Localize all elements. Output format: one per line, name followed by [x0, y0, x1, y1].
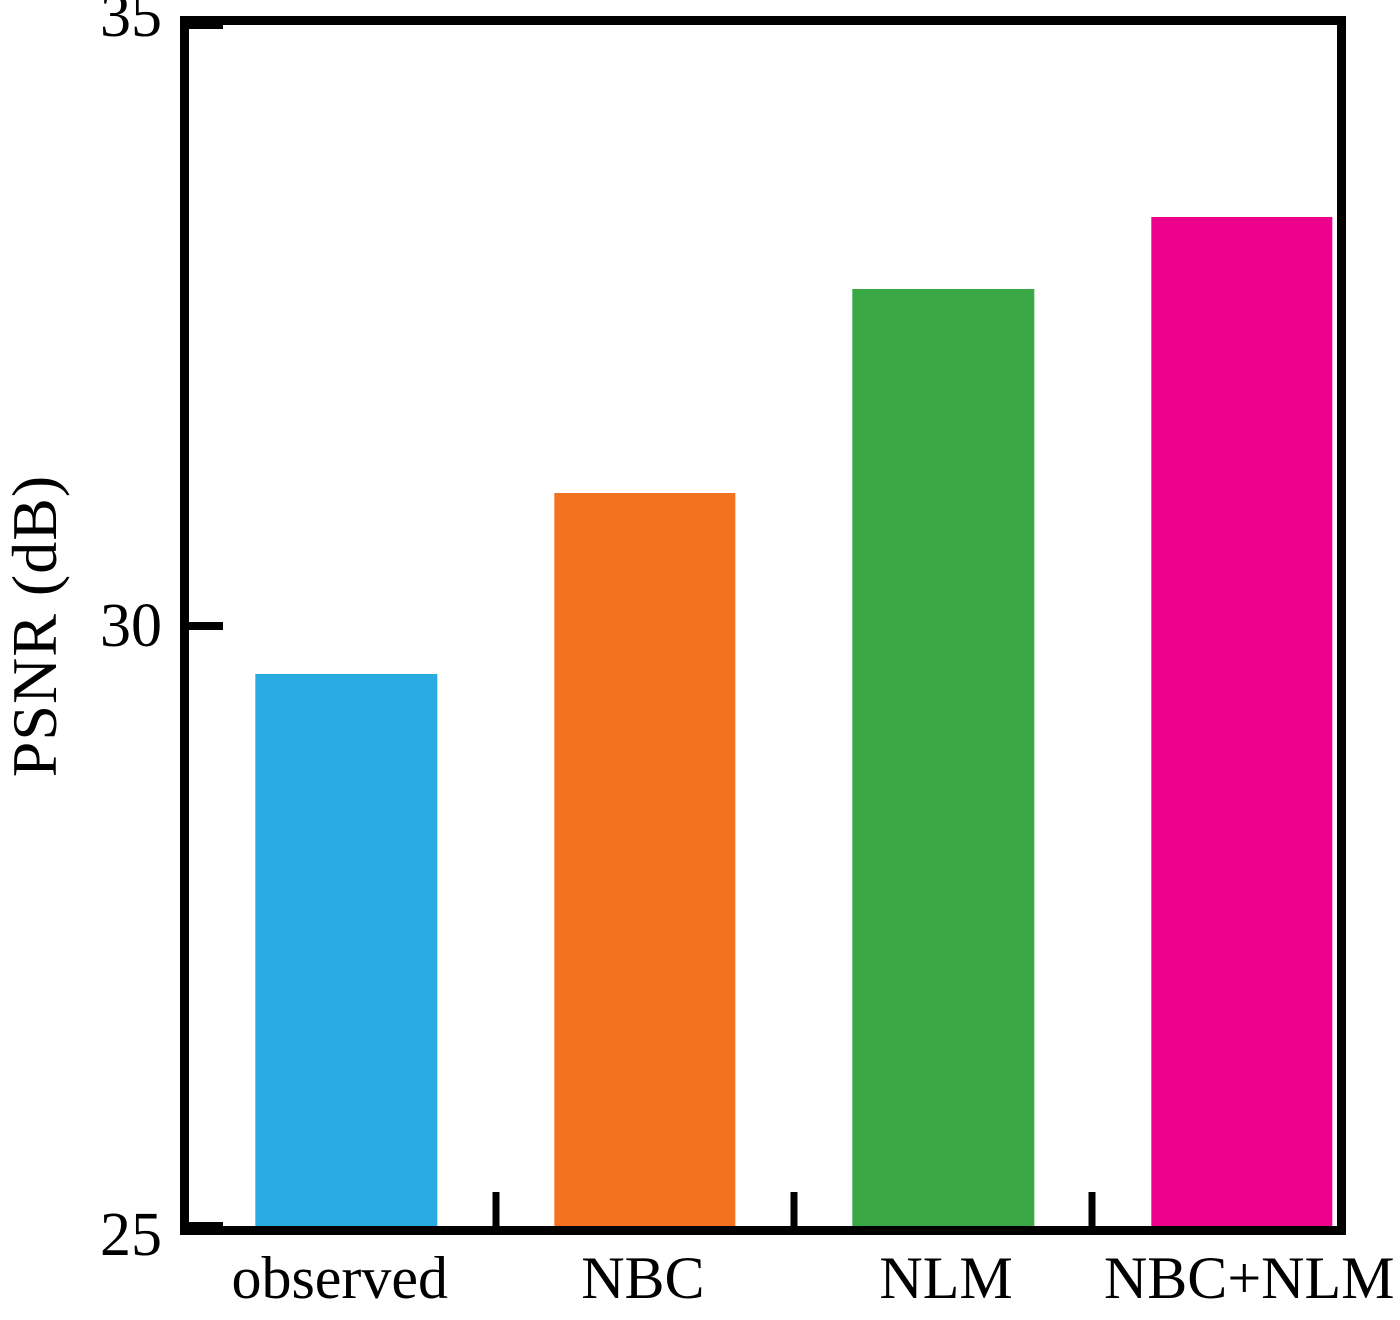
bar-nbc-nlm	[1151, 217, 1333, 1226]
x-tick-mark	[1088, 1192, 1096, 1226]
x-tick-label: NLM	[879, 1245, 1013, 1311]
bar-nbc	[554, 493, 736, 1226]
x-tick-label: NBC+NLM	[1103, 1245, 1395, 1311]
y-tick-label: 25	[100, 1201, 162, 1269]
y-tick-label: 35	[100, 0, 162, 50]
x-tick-label: observed	[231, 1245, 449, 1311]
x-tick-label: NBC	[581, 1245, 705, 1311]
bar-observed	[255, 673, 437, 1226]
plot-area	[180, 16, 1346, 1235]
y-axis-tick-labels: 25 30 35	[60, 0, 170, 1266]
y-tick-mark	[189, 1222, 223, 1230]
x-axis-tick-labels: observed NBC NLM NBC+NLM	[180, 1245, 1394, 1320]
x-tick-mark	[492, 1192, 500, 1226]
y-tick-mark	[189, 21, 223, 29]
x-tick-mark	[790, 1192, 798, 1226]
y-tick-label: 30	[100, 591, 162, 660]
bar-nlm	[852, 289, 1034, 1226]
y-tick-mark	[189, 621, 223, 630]
